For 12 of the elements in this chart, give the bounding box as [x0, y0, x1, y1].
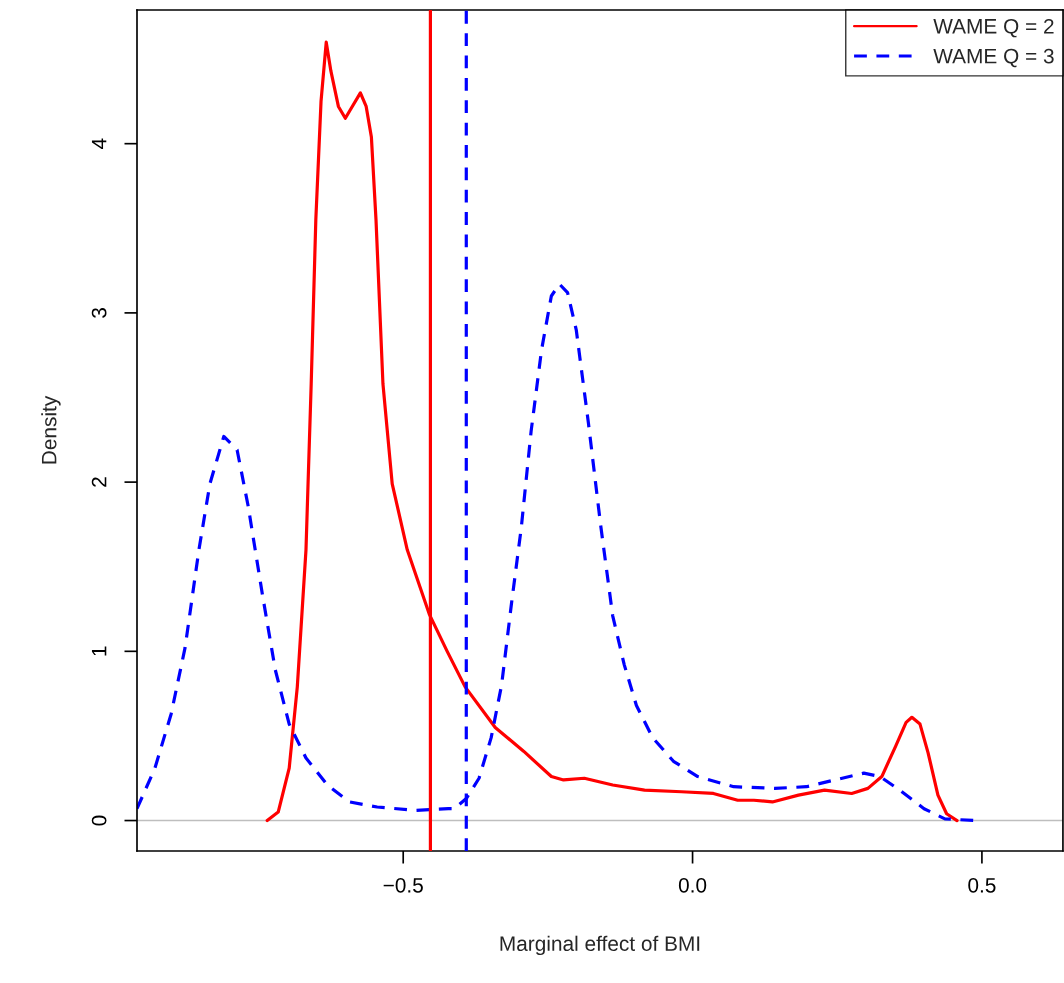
- y-tick-label: 0: [91, 815, 107, 826]
- x-axis-title: Marginal effect of BMI: [500, 935, 700, 956]
- legend-label: WAME Q = 3: [933, 48, 1054, 68]
- x-tick-label: 0.5: [968, 877, 996, 893]
- x-tick-label: −0.5: [383, 877, 423, 893]
- legend-label: WAME Q = 2: [933, 18, 1054, 38]
- y-tick-label: 1: [91, 646, 107, 656]
- y-axis-title: Density: [41, 395, 61, 464]
- y-tick-label: 3: [91, 308, 107, 318]
- y-tick-label: 2: [91, 477, 107, 487]
- y-tick-label: 4: [91, 138, 107, 149]
- x-tick-label: 0.0: [678, 877, 707, 893]
